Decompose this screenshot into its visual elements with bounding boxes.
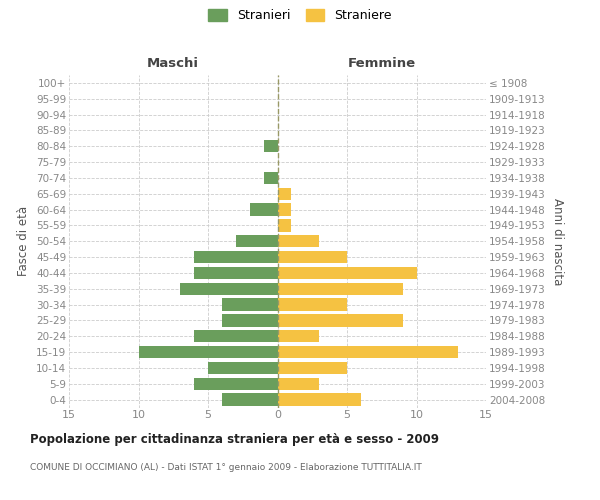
Y-axis label: Fasce di età: Fasce di età — [17, 206, 31, 276]
Bar — [277, 298, 347, 311]
Bar — [277, 314, 403, 326]
Text: Femmine: Femmine — [347, 57, 416, 70]
Bar — [263, 172, 277, 184]
Bar — [208, 362, 277, 374]
Bar — [139, 346, 277, 358]
Bar — [277, 362, 347, 374]
Bar — [277, 235, 319, 248]
Bar — [277, 251, 347, 264]
Bar — [250, 204, 277, 216]
Bar — [277, 204, 292, 216]
Bar — [194, 330, 277, 342]
Bar — [277, 219, 292, 232]
Bar — [194, 251, 277, 264]
Bar — [263, 140, 277, 152]
Text: COMUNE DI OCCIMIANO (AL) - Dati ISTAT 1° gennaio 2009 - Elaborazione TUTTITALIA.: COMUNE DI OCCIMIANO (AL) - Dati ISTAT 1°… — [30, 462, 422, 471]
Bar — [180, 282, 277, 295]
Bar — [277, 378, 319, 390]
Bar — [222, 314, 277, 326]
Y-axis label: Anni di nascita: Anni di nascita — [551, 198, 563, 285]
Bar — [194, 378, 277, 390]
Bar — [222, 298, 277, 311]
Bar — [236, 235, 277, 248]
Bar — [277, 394, 361, 406]
Bar — [277, 282, 403, 295]
Bar — [277, 188, 292, 200]
Text: Popolazione per cittadinanza straniera per età e sesso - 2009: Popolazione per cittadinanza straniera p… — [30, 432, 439, 446]
Bar — [277, 266, 416, 279]
Bar — [194, 266, 277, 279]
Bar — [222, 394, 277, 406]
Legend: Stranieri, Straniere: Stranieri, Straniere — [206, 6, 394, 25]
Bar — [277, 346, 458, 358]
Text: Maschi: Maschi — [147, 57, 199, 70]
Bar — [277, 330, 319, 342]
